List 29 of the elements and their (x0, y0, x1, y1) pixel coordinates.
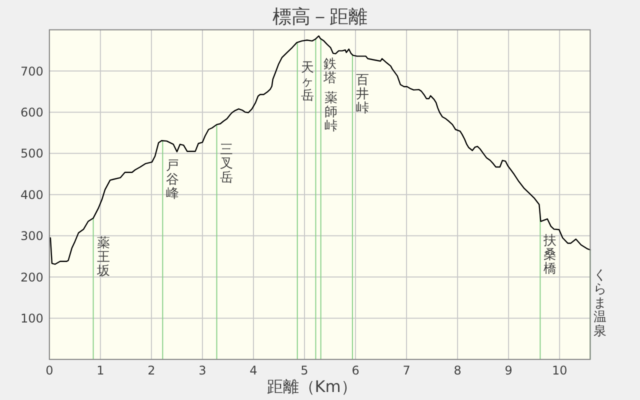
ref-line-label: 鉄塔 (322, 56, 336, 86)
x-tick-label: 6 (352, 363, 360, 378)
y-tick-label: 500 (20, 146, 44, 161)
y-tick-label: 400 (20, 188, 44, 202)
x-tick-label: 8 (454, 363, 462, 378)
x-tick-label: 4 (250, 363, 258, 378)
x-tick-label: 3 (198, 363, 206, 378)
ref-line-label: 戸谷峰 (166, 158, 180, 202)
x-tick-label: 10 (552, 363, 568, 378)
x-tick-label: 7 (402, 363, 410, 378)
ref-line-label: 三叉岳 (220, 142, 234, 186)
x-axis-title: 距離（Km） (266, 377, 357, 396)
x-tick-label: 5 (300, 363, 308, 378)
y-tick-label: 600 (20, 106, 44, 120)
x-tick-label: 9 (504, 363, 512, 378)
chart-title: 標高－距離 (272, 6, 368, 28)
ref-line-label: くらま温泉 (594, 268, 607, 339)
ref-line-label: 薬師峠 (324, 90, 338, 134)
y-tick-label: 100 (20, 312, 44, 326)
ref-line-label: 天ヶ岳 (300, 60, 314, 104)
x-tick-label: 1 (96, 363, 104, 378)
y-tick-label: 700 (20, 64, 44, 78)
ref-line-label: 百井峠 (356, 72, 369, 116)
ref-line-label: 薬王坂 (96, 236, 110, 280)
ref-line-label: 扶桑橋 (542, 234, 557, 277)
x-tick-label: 2 (148, 363, 156, 378)
y-tick-label: 300 (20, 229, 44, 244)
x-tick-label: 0 (46, 363, 54, 378)
y-tick-label: 200 (20, 270, 44, 284)
